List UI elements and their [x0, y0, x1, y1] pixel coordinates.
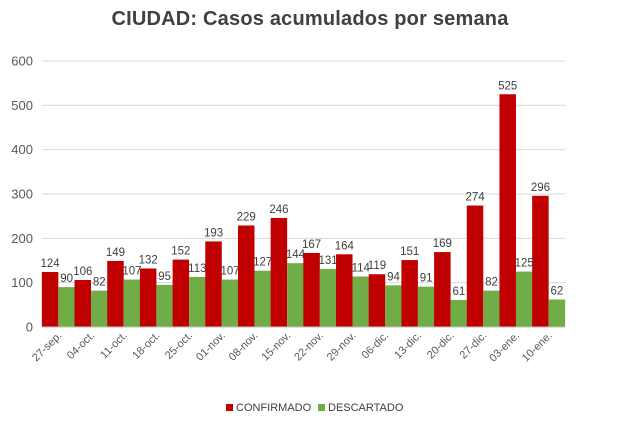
bar-descartado-7 — [287, 263, 304, 327]
bar-descartado-3 — [156, 284, 173, 327]
x-tick-label: 22-nov. — [292, 330, 326, 364]
legend-label-confirmado: CONFIRMADO — [236, 402, 312, 414]
x-tick-label: 20-dic. — [425, 330, 457, 362]
bar-descartado-12 — [450, 299, 468, 327]
y-tick-label: 100 — [11, 275, 33, 290]
bar-descartado-6 — [254, 270, 271, 327]
x-tick-label: 25-oct. — [163, 330, 195, 362]
data-label-descartado: 107 — [220, 266, 239, 278]
data-label-descartado: 107 — [122, 266, 141, 278]
bar-descartado-14 — [515, 271, 533, 327]
legend-swatch-confirmado — [226, 404, 233, 411]
bar-descartado-0 — [58, 287, 75, 327]
data-label-confirmado: 193 — [204, 227, 223, 239]
bar-descartado-1 — [91, 290, 108, 327]
x-tick-label: 29-nov. — [325, 330, 359, 364]
bar-descartado-2 — [123, 279, 141, 327]
data-label-descartado: 125 — [515, 258, 534, 270]
data-label-confirmado: 296 — [531, 182, 550, 194]
data-label-descartado: 131 — [319, 255, 338, 267]
bar-descartado-5 — [221, 279, 239, 327]
data-label-descartado: 90 — [60, 273, 73, 285]
data-label-confirmado: 132 — [139, 254, 158, 266]
x-tick-label: 06-dic. — [359, 330, 391, 362]
data-labels: 1249010682149107132951521131931072291272… — [41, 80, 564, 298]
bar-confirmado-8 — [303, 252, 320, 327]
data-label-confirmado: 164 — [335, 240, 355, 252]
data-label-confirmado: 246 — [269, 204, 288, 216]
data-label-descartado: 94 — [387, 271, 400, 283]
data-label-confirmado: 149 — [106, 247, 125, 259]
bar-confirmado-4 — [172, 259, 190, 327]
data-label-confirmado: 119 — [368, 260, 386, 272]
data-label-descartado: 62 — [551, 286, 564, 298]
data-label-descartado: 144 — [286, 249, 306, 261]
bar-confirmado-5 — [205, 241, 222, 327]
data-label-descartado: 82 — [485, 277, 498, 289]
legend-swatch-descartado — [318, 404, 325, 411]
x-tick-label: 18-oct. — [130, 330, 162, 362]
data-label-confirmado: 151 — [400, 246, 419, 258]
x-tick-label: 10-ene. — [520, 330, 555, 365]
x-tick-label: 27-dic. — [458, 330, 490, 362]
bar-descartado-9 — [352, 276, 370, 327]
bar-confirmado-9 — [336, 254, 353, 327]
bar-confirmado-3 — [139, 268, 157, 327]
x-tick-label: 27-sep. — [30, 330, 64, 364]
bar-descartado-11 — [417, 286, 435, 327]
data-label-descartado: 95 — [158, 271, 171, 283]
bar-descartado-10 — [385, 285, 402, 327]
x-tick-label: 03-ene. — [487, 330, 522, 365]
x-tick-label: 04-oct. — [65, 330, 97, 362]
bar-confirmado-12 — [434, 252, 451, 327]
bar-confirmado-0 — [41, 272, 59, 327]
y-tick-label: 200 — [11, 231, 33, 246]
y-tick-label: 600 — [11, 54, 33, 69]
bars — [41, 94, 566, 327]
bar-confirmado-6 — [237, 225, 255, 327]
bar-confirmado-11 — [401, 260, 418, 327]
data-label-descartado: 91 — [420, 273, 433, 285]
y-tick-label: 500 — [11, 98, 33, 113]
bar-descartado-4 — [189, 276, 206, 327]
x-tick-label: 11-oct. — [98, 330, 130, 362]
data-label-confirmado: 106 — [73, 266, 92, 278]
x-tick-label: 08-nov. — [227, 330, 261, 364]
bar-confirmado-14 — [499, 94, 516, 327]
bar-descartado-8 — [319, 268, 337, 327]
y-tick-label: 400 — [11, 142, 33, 157]
bar-descartado-13 — [483, 290, 500, 327]
data-label-descartado: 61 — [452, 286, 465, 298]
data-label-descartado: 82 — [93, 277, 106, 289]
legend: CONFIRMADO DESCARTADO — [226, 402, 404, 414]
data-label-descartado: 113 — [188, 263, 206, 275]
data-label-confirmado: 274 — [465, 192, 485, 204]
x-tick-label: 01-nov. — [194, 330, 228, 364]
bar-confirmado-10 — [368, 274, 386, 327]
bar-confirmado-7 — [270, 217, 288, 327]
bar-confirmado-13 — [466, 205, 484, 327]
data-label-confirmado: 167 — [302, 239, 321, 251]
bar-confirmado-15 — [532, 195, 549, 327]
chart-title: CIUDAD: Casos acumulados por semana — [111, 8, 509, 30]
bar-confirmado-1 — [74, 280, 92, 327]
data-label-confirmado: 152 — [171, 246, 190, 258]
data-label-confirmado: 229 — [237, 211, 256, 223]
legend-label-descartado: DESCARTADO — [328, 402, 404, 414]
y-tick-label: 0 — [26, 320, 33, 335]
bar-confirmado-2 — [107, 260, 124, 327]
y-tick-label: 300 — [11, 187, 33, 202]
data-label-confirmado: 525 — [498, 80, 517, 92]
bar-descartado-15 — [548, 299, 566, 327]
x-tick-label: 13-dic. — [392, 330, 424, 362]
data-label-descartado: 127 — [253, 257, 272, 269]
data-label-descartado: 114 — [352, 262, 371, 274]
data-label-confirmado: 169 — [433, 238, 452, 250]
x-tick-label: 15-nov. — [259, 330, 293, 364]
data-label-confirmado: 124 — [41, 258, 61, 270]
